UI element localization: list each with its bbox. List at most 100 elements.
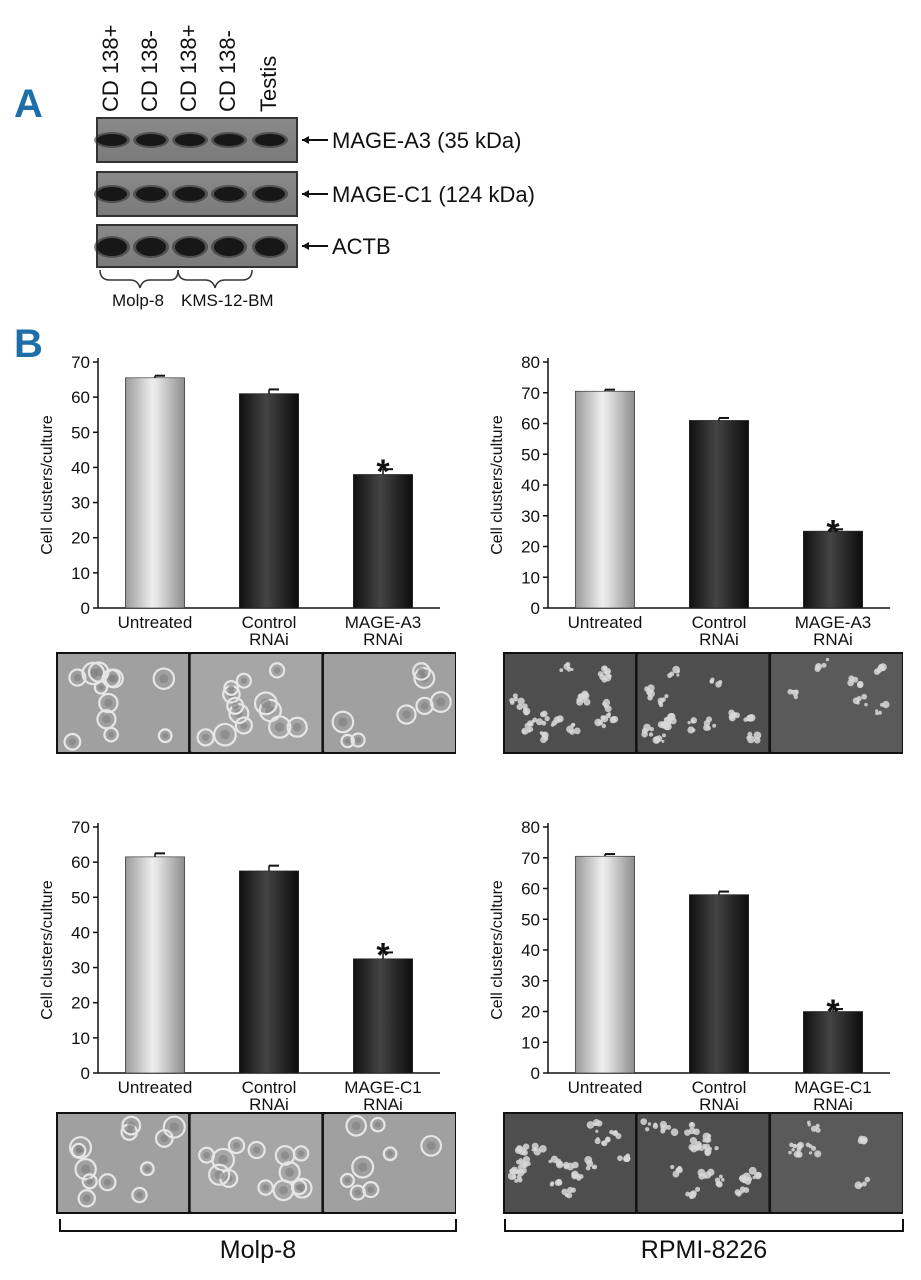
y-tick-label: 70 [71, 353, 90, 372]
y-tick-label: 30 [71, 959, 90, 978]
y-tick-label: 10 [521, 568, 540, 587]
y-tick-label: 0 [81, 599, 90, 618]
chart-molp8-mage-a3: 0 10 20 30 40 50 60 70 Cell clusters/culture Untr… [39, 353, 440, 649]
micrograph-strip-rpmi-c1 [503, 1112, 903, 1214]
significance-marker: * [826, 513, 840, 551]
micrograph-image [638, 1114, 769, 1212]
y-tick-label: 20 [71, 529, 90, 548]
y-tick-label: 40 [521, 941, 540, 960]
y-tick-label: 0 [531, 599, 540, 618]
blot-band [136, 134, 166, 146]
y-tick-label: 70 [521, 849, 540, 868]
significance-marker: * [826, 993, 840, 1031]
bar [353, 474, 413, 609]
bar [803, 530, 863, 609]
y-tick-label: 10 [71, 1029, 90, 1048]
group-label: Molp-8 [112, 291, 164, 310]
y-axis-label: Cell clusters/culture [39, 415, 56, 555]
blot-band [97, 238, 127, 256]
y-axis-label: Cell clusters/culture [39, 880, 56, 1020]
blot-band [214, 187, 244, 201]
significance-marker: * [376, 936, 390, 974]
bar [575, 855, 635, 1074]
panel-letter-b: B [14, 322, 43, 366]
blot-band [136, 238, 166, 256]
blot-band [214, 238, 244, 256]
blot-band [255, 238, 285, 256]
blot-band [175, 187, 205, 201]
blot-band [255, 187, 285, 201]
group-label: KMS-12-BM [181, 291, 274, 310]
micrograph-image [324, 654, 455, 752]
micrograph-strip-rpmi-a3 [503, 652, 903, 754]
blot-label: MAGE-A3 (35 kDa) [332, 128, 522, 153]
y-tick-label: 70 [521, 384, 540, 403]
blot-band [136, 187, 166, 201]
y-tick-label: 10 [71, 564, 90, 583]
bar [239, 393, 299, 609]
bar [239, 870, 299, 1074]
x-category-label: MAGE-C1 RNAi [794, 1078, 871, 1114]
x-category-label: Control RNAi [242, 1078, 297, 1114]
lane-label: Testis [256, 56, 281, 112]
y-tick-label: 30 [521, 507, 540, 526]
y-tick-label: 30 [71, 494, 90, 513]
x-category-label: MAGE-A3 RNAi [795, 613, 872, 649]
blot-band [255, 134, 285, 146]
micrograph-image [771, 1114, 902, 1212]
blot-band [175, 134, 205, 146]
bar [575, 390, 635, 609]
western-blot-panel: CD 138+ CD 138- CD 138+ CD 138- Testis MAGE-… [94, 25, 535, 310]
bottom-label-molp8: Molp-8 [219, 1236, 297, 1264]
y-tick-label: 60 [521, 415, 540, 434]
x-category-label: Control RNAi [692, 613, 747, 649]
lane-label: CD 138- [215, 30, 240, 112]
bottom-label-rpmi: RPMI-8226 [640, 1236, 768, 1264]
y-axis-label: Cell clusters/culture [489, 880, 506, 1020]
y-tick-label: 50 [521, 910, 540, 929]
micrograph-image [191, 654, 322, 752]
x-category-label: Untreated [568, 1078, 643, 1097]
bar [689, 420, 749, 609]
y-tick-label: 0 [81, 1064, 90, 1083]
bar [689, 894, 749, 1074]
y-tick-label: 50 [71, 888, 90, 907]
blot-band [97, 187, 127, 201]
blot-strip: MAGE-C1 (124 kDa) [94, 171, 535, 217]
x-category-label: MAGE-C1 RNAi [344, 1078, 421, 1114]
y-tick-label: 40 [521, 476, 540, 495]
y-tick-label: 60 [521, 880, 540, 899]
blot-strip: ACTB [94, 224, 391, 268]
chart-rpmi-mage-c1: 0 10 20 30 40 50 60 70 80 Cell clusters/culture Un… [489, 818, 890, 1114]
x-category-label: Control RNAi [692, 1078, 747, 1114]
x-category-label: Untreated [118, 613, 193, 632]
blot-strip: MAGE-A3 (35 kDa) [94, 117, 522, 163]
y-tick-label: 60 [71, 388, 90, 407]
blot-label: ACTB [332, 234, 391, 259]
y-tick-label: 80 [521, 353, 540, 372]
chart-rpmi-mage-a3: 0 10 20 30 40 50 60 70 80 Cell clusters/culture Un… [489, 353, 890, 649]
y-tick-label: 40 [71, 923, 90, 942]
y-tick-label: 60 [71, 853, 90, 872]
chart-molp8-mage-c1: 0 10 20 30 40 50 60 70 Cell clusters/culture Untr… [39, 818, 440, 1114]
bar [125, 377, 185, 609]
x-category-label: Untreated [568, 613, 643, 632]
lane-label: CD 138- [137, 30, 162, 112]
x-category-label: Untreated [118, 1078, 193, 1097]
y-tick-label: 40 [71, 458, 90, 477]
significance-marker: * [376, 453, 390, 491]
bar [125, 856, 185, 1074]
x-category-label: MAGE-A3 RNAi [345, 613, 422, 649]
y-tick-label: 20 [71, 994, 90, 1013]
lane-label: CD 138+ [98, 25, 123, 112]
y-tick-label: 30 [521, 972, 540, 991]
y-axis-label: Cell clusters/culture [489, 415, 506, 555]
blot-label: MAGE-C1 (124 kDa) [332, 182, 535, 207]
blot-band [214, 134, 244, 146]
blot-band [97, 134, 127, 146]
bottom-brackets [59, 1219, 904, 1232]
micrograph-strip-molp8-a3 [56, 652, 456, 754]
lane-label: CD 138+ [176, 25, 201, 112]
y-tick-label: 70 [71, 818, 90, 837]
panel-letter-a: A [14, 82, 43, 126]
